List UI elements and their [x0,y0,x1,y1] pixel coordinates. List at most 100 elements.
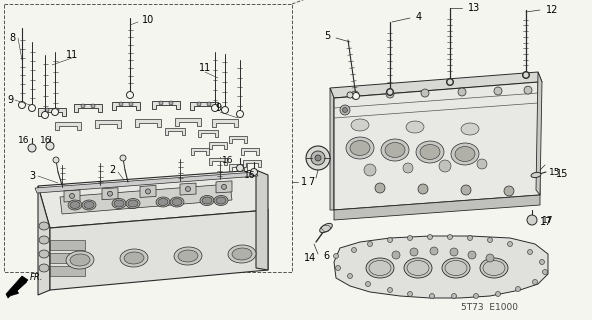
Circle shape [211,105,218,111]
Circle shape [18,101,25,108]
Ellipse shape [320,223,332,233]
Ellipse shape [442,258,470,278]
Text: 15: 15 [549,167,561,177]
Circle shape [348,274,352,278]
Circle shape [55,108,59,112]
Circle shape [236,110,243,117]
Text: 11: 11 [199,63,211,73]
Polygon shape [50,266,85,276]
Circle shape [387,89,393,95]
Circle shape [351,91,359,99]
Ellipse shape [200,196,214,205]
Polygon shape [50,253,85,263]
Ellipse shape [346,137,374,159]
Circle shape [542,269,548,275]
Polygon shape [140,186,156,197]
Text: 14: 14 [304,253,316,263]
Ellipse shape [202,197,212,204]
Circle shape [407,292,413,297]
Text: 1: 1 [301,177,307,187]
Polygon shape [229,136,247,143]
Circle shape [388,237,392,243]
Text: 9: 9 [215,103,221,113]
Circle shape [364,164,376,176]
Circle shape [523,72,529,78]
Circle shape [504,186,514,196]
Circle shape [458,88,466,96]
Circle shape [28,144,36,152]
Ellipse shape [216,197,226,204]
Polygon shape [6,276,28,298]
Circle shape [392,251,400,259]
Ellipse shape [82,200,96,210]
Circle shape [129,102,133,106]
Circle shape [487,237,493,243]
Text: 2: 2 [109,165,115,175]
Text: 3: 3 [29,171,35,181]
Circle shape [523,71,529,78]
Ellipse shape [404,258,432,278]
Circle shape [146,189,150,194]
Text: 16: 16 [222,156,234,164]
Ellipse shape [385,142,405,157]
Text: 7: 7 [308,177,314,187]
Ellipse shape [480,258,508,278]
Circle shape [69,194,75,198]
Ellipse shape [84,202,94,209]
Circle shape [81,104,85,108]
Circle shape [45,108,49,112]
Polygon shape [50,240,85,250]
Polygon shape [112,102,140,110]
Text: 16: 16 [18,135,30,145]
Polygon shape [334,236,548,298]
Polygon shape [50,210,268,290]
Circle shape [207,102,211,106]
Circle shape [446,78,453,85]
Circle shape [108,191,112,196]
Ellipse shape [120,249,148,267]
Text: 12: 12 [546,5,558,15]
Circle shape [388,287,392,292]
Circle shape [527,215,537,225]
Polygon shape [190,102,218,110]
Circle shape [468,251,476,259]
Circle shape [333,253,339,259]
Circle shape [352,247,356,252]
Ellipse shape [66,251,94,269]
Ellipse shape [114,200,124,207]
Ellipse shape [178,250,198,262]
Circle shape [336,266,340,270]
Circle shape [430,247,438,255]
Circle shape [430,293,435,299]
Circle shape [250,169,258,175]
Circle shape [347,92,353,98]
Ellipse shape [531,172,541,178]
Circle shape [340,105,350,115]
Polygon shape [198,130,218,137]
Circle shape [421,89,429,97]
Polygon shape [536,72,542,195]
Ellipse shape [228,245,256,263]
Polygon shape [152,101,180,109]
Ellipse shape [366,258,394,278]
Circle shape [46,142,54,150]
Circle shape [461,185,471,195]
Polygon shape [64,190,80,202]
Bar [4,4,292,272]
Text: 10: 10 [142,15,154,25]
Circle shape [120,155,126,161]
Circle shape [403,163,413,173]
Text: 13: 13 [468,3,480,13]
Circle shape [119,102,123,106]
Circle shape [439,160,451,172]
Polygon shape [38,108,66,116]
Ellipse shape [112,198,126,209]
Ellipse shape [381,139,409,161]
Circle shape [410,248,418,256]
Ellipse shape [350,140,370,156]
Circle shape [524,86,532,94]
Circle shape [486,254,494,262]
Ellipse shape [416,141,444,163]
Ellipse shape [124,252,144,264]
Circle shape [127,92,134,99]
